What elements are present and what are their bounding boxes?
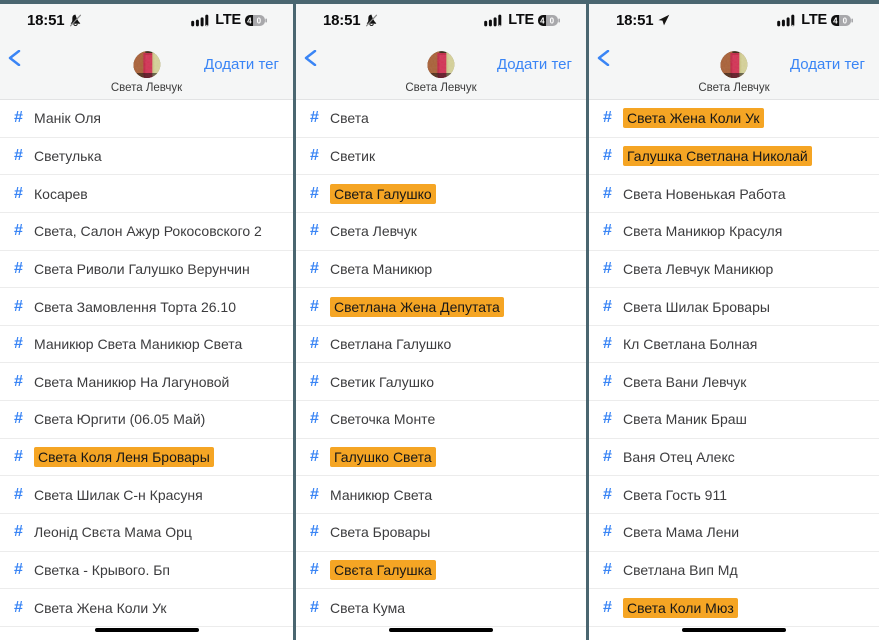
svg-text:4: 4 — [247, 16, 252, 25]
svg-text:0: 0 — [550, 16, 555, 25]
svg-text:4: 4 — [833, 16, 838, 25]
svg-text:4: 4 — [540, 16, 545, 25]
svg-text:0: 0 — [257, 16, 262, 25]
svg-text:0: 0 — [843, 16, 848, 25]
